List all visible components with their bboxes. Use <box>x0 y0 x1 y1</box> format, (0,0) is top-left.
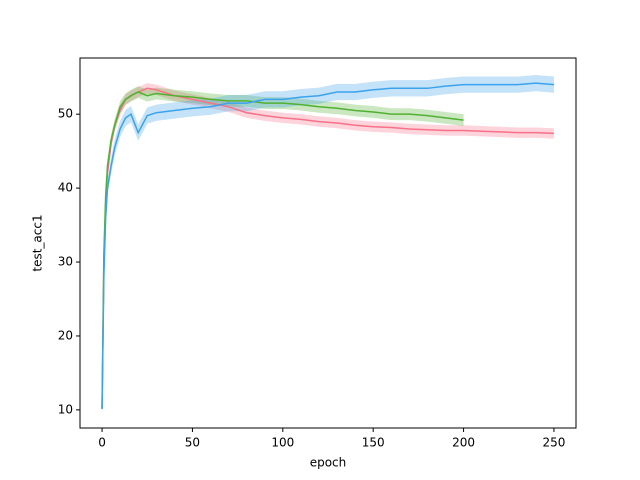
x-tick-label: 250 <box>542 436 565 450</box>
y-tick-label: 50 <box>58 107 73 121</box>
x-tick-label: 100 <box>271 436 294 450</box>
y-tick-label: 10 <box>58 402 73 416</box>
x-tick-label: 0 <box>98 436 106 450</box>
y-tick-label: 30 <box>58 255 73 269</box>
x-tick-label: 200 <box>452 436 475 450</box>
series-line <box>101 82 555 410</box>
confidence-band <box>102 83 554 414</box>
x-tick-label: 50 <box>185 436 200 450</box>
confidence-band <box>102 75 554 418</box>
y-tick-label: 20 <box>58 328 73 342</box>
series-line <box>101 91 464 409</box>
x-tick-label: 150 <box>362 436 385 450</box>
x-axis-label: epoch <box>310 456 347 470</box>
plot-frame <box>79 57 577 429</box>
confidence-band <box>102 86 464 415</box>
y-tick-label: 40 <box>58 181 73 195</box>
y-axis-label: test_acc1 <box>31 214 45 271</box>
